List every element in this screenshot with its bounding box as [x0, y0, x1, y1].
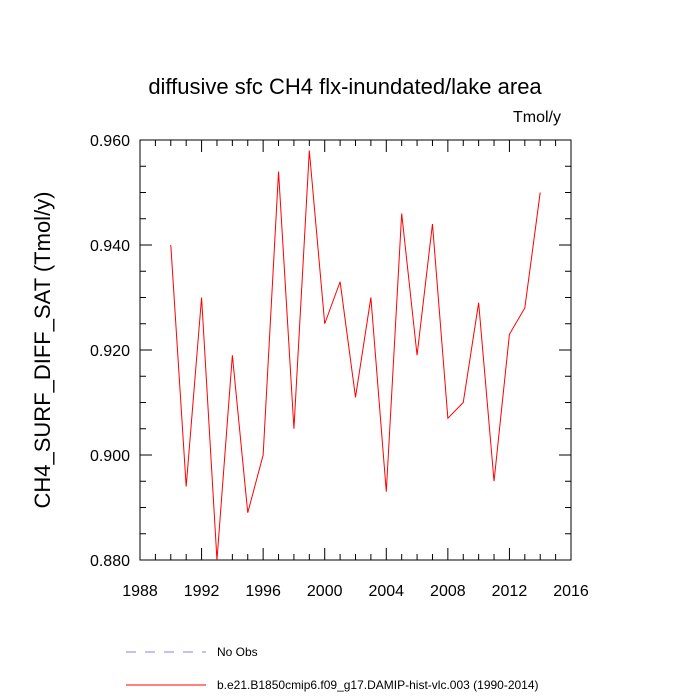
- y-tick-label: 0.960: [90, 133, 130, 150]
- plot-area: 1988 1992 1996 2000 2004 2008 2012 2016 0.880 0.9…: [90, 133, 589, 600]
- legend-label-series: b.e21.B1850cmip6.f09_g17.DAMIP-hist-vlc.…: [217, 678, 539, 692]
- y-tick-label: 0.940: [90, 238, 130, 255]
- x-tick-label: 1996: [245, 583, 281, 600]
- legend: No Obs b.e21.B1850cmip6.f09_g17.DAMIP-his…: [126, 645, 539, 692]
- legend-label-no-obs: No Obs: [217, 645, 258, 659]
- series-line: [170, 150, 541, 561]
- x-tick-label: 1992: [184, 583, 220, 600]
- x-tick-label: 2000: [307, 583, 343, 600]
- y-tick-label: 0.900: [90, 448, 130, 465]
- x-tick-label: 1988: [122, 583, 158, 600]
- x-tick-label: 2004: [368, 583, 404, 600]
- x-tick-label: 2016: [553, 583, 589, 600]
- y-tick-label: 0.880: [90, 553, 130, 570]
- y-tick-label: 0.920: [90, 343, 130, 360]
- y-axis-title: CH4_SURF_DIFF_SAT (Tmol/y): [30, 191, 55, 508]
- x-tick-label: 2012: [492, 583, 528, 600]
- x-tick-label: 2008: [430, 583, 466, 600]
- chart-title: diffusive sfc CH4 flx-inundated/lake are…: [148, 74, 542, 99]
- units-label: Tmol/y: [513, 109, 561, 126]
